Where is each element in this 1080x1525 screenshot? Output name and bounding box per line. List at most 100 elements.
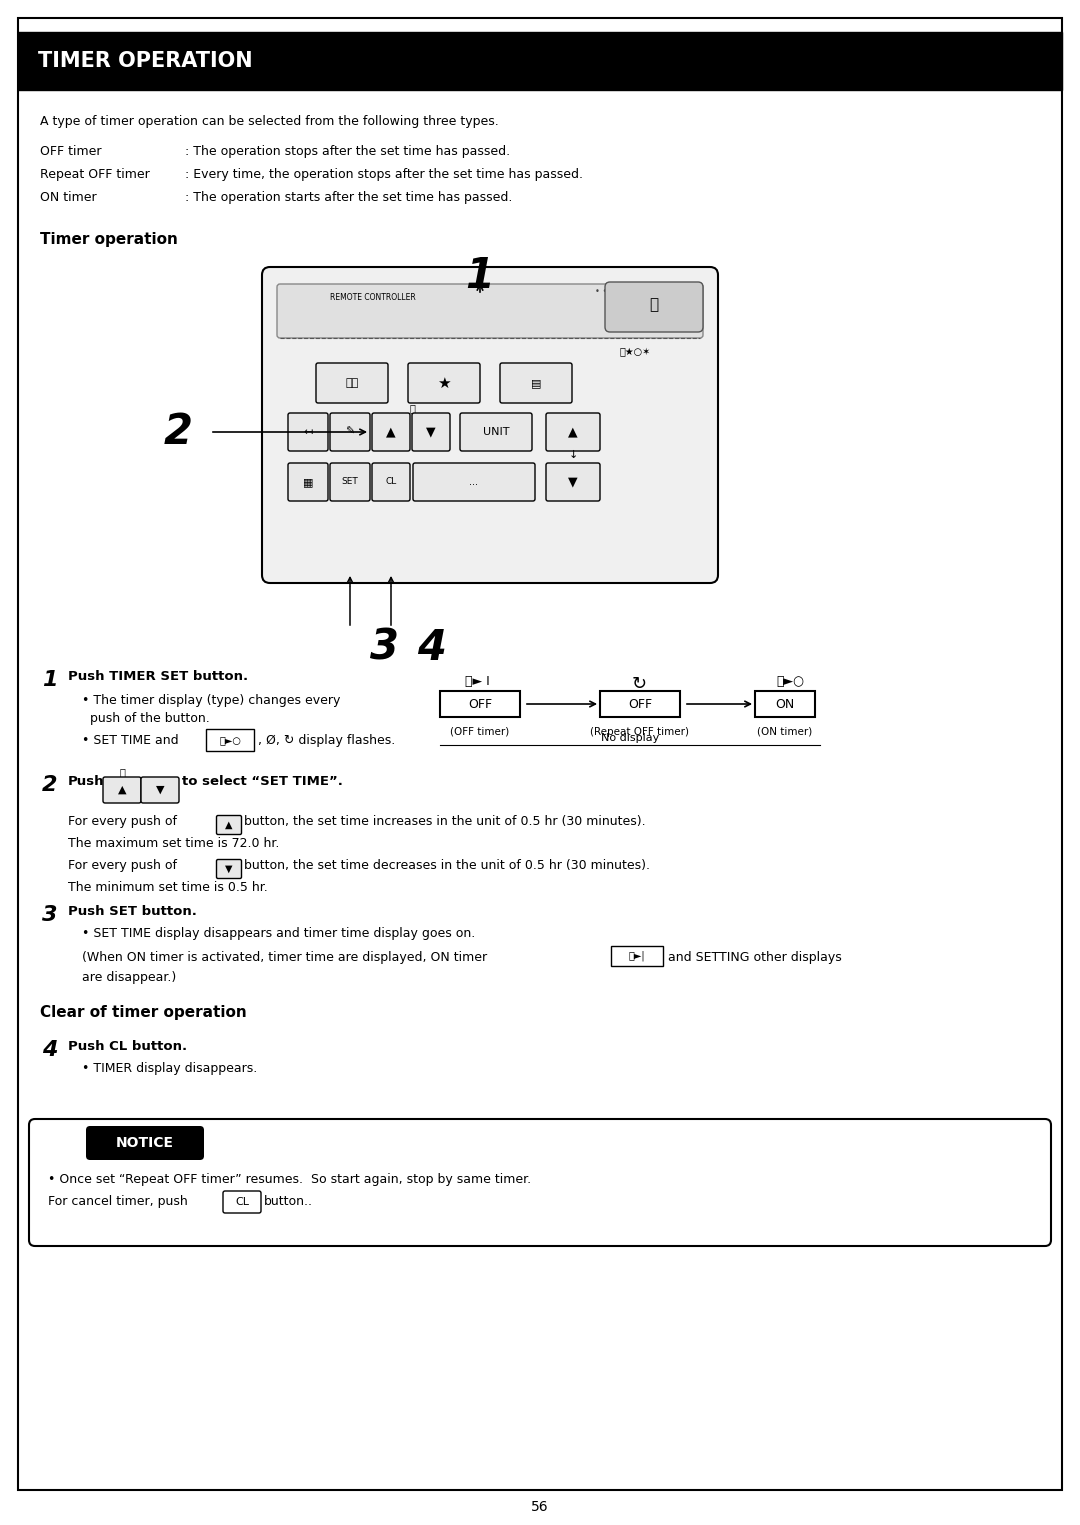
Bar: [600, 691, 680, 717]
Text: ▼: ▼: [226, 865, 233, 874]
FancyBboxPatch shape: [408, 363, 480, 403]
FancyBboxPatch shape: [262, 267, 718, 583]
Text: ON timer: ON timer: [40, 191, 96, 204]
Text: ▼: ▼: [427, 425, 436, 439]
Text: Timer operation: Timer operation: [40, 232, 178, 247]
FancyBboxPatch shape: [288, 464, 328, 502]
Text: The minimum set time is 0.5 hr.: The minimum set time is 0.5 hr.: [68, 881, 268, 894]
Text: 3: 3: [42, 904, 57, 926]
Text: (Repeat OFF timer): (Repeat OFF timer): [591, 727, 689, 737]
Text: and SETTING other displays: and SETTING other displays: [669, 952, 841, 964]
Bar: [755, 691, 815, 717]
Text: ✎: ✎: [346, 427, 354, 438]
Text: ⏰: ⏰: [119, 767, 125, 778]
Text: Push CL button.: Push CL button.: [68, 1040, 187, 1052]
Text: For cancel timer, push: For cancel timer, push: [48, 1196, 188, 1208]
Text: ↓: ↓: [568, 450, 578, 461]
Text: A type of timer operation can be selected from the following three types.: A type of timer operation can be selecte…: [40, 114, 499, 128]
Text: ⏲►○: ⏲►○: [219, 735, 241, 746]
Text: UNIT: UNIT: [483, 427, 510, 438]
Text: ⏲⏻: ⏲⏻: [346, 378, 359, 387]
Text: For every push of: For every push of: [68, 814, 177, 828]
Text: • TIMER display disappears.: • TIMER display disappears.: [82, 1061, 257, 1075]
Text: OFF: OFF: [627, 697, 652, 711]
Text: (When ON timer is activated, timer time are displayed, ON timer: (When ON timer is activated, timer time …: [82, 952, 487, 964]
Text: ▲: ▲: [568, 425, 578, 439]
Text: ▼: ▼: [568, 476, 578, 488]
Text: to select “SET TIME”.: to select “SET TIME”.: [183, 775, 342, 788]
Text: ▲: ▲: [387, 425, 395, 439]
FancyBboxPatch shape: [460, 413, 532, 451]
Text: • Once set “Repeat OFF timer” resumes.  So start again, stop by same timer.: • Once set “Repeat OFF timer” resumes. S…: [48, 1173, 531, 1186]
Text: OFF timer: OFF timer: [40, 145, 102, 159]
Text: ON: ON: [775, 697, 795, 711]
Text: button, the set time increases in the unit of 0.5 hr (30 minutes).: button, the set time increases in the un…: [244, 814, 646, 828]
Text: 2: 2: [42, 775, 57, 795]
Text: ★: ★: [437, 375, 450, 390]
Bar: [18, 32, 1062, 90]
Text: CL: CL: [235, 1197, 249, 1206]
Text: ⏲► I: ⏲► I: [464, 676, 489, 688]
Text: are disappear.): are disappear.): [82, 971, 176, 984]
Text: ▲: ▲: [118, 785, 126, 795]
Text: button, the set time decreases in the unit of 0.5 hr (30 minutes).: button, the set time decreases in the un…: [244, 859, 650, 872]
Text: ▤: ▤: [530, 378, 541, 387]
Text: OFF: OFF: [468, 697, 492, 711]
FancyBboxPatch shape: [330, 413, 370, 451]
Text: 4: 4: [418, 627, 446, 669]
FancyBboxPatch shape: [222, 1191, 261, 1212]
FancyBboxPatch shape: [500, 363, 572, 403]
Text: button..: button..: [264, 1196, 313, 1208]
FancyBboxPatch shape: [29, 1119, 1051, 1246]
FancyBboxPatch shape: [330, 464, 370, 502]
FancyBboxPatch shape: [276, 284, 703, 339]
Text: SET: SET: [341, 477, 359, 486]
FancyBboxPatch shape: [605, 282, 703, 332]
Text: ⏰: ⏰: [409, 403, 415, 413]
Text: : The operation stops after the set time has passed.: : The operation stops after the set time…: [185, 145, 510, 159]
Text: ⏲►○: ⏲►○: [777, 676, 804, 688]
Text: Push: Push: [68, 775, 105, 788]
Text: The maximum set time is 72.0 hr.: The maximum set time is 72.0 hr.: [68, 837, 280, 849]
Text: 2: 2: [163, 412, 192, 453]
Text: : The operation starts after the set time has passed.: : The operation starts after the set tim…: [185, 191, 512, 204]
Bar: [440, 691, 519, 717]
FancyBboxPatch shape: [316, 363, 388, 403]
Text: REMOTE CONTROLLER: REMOTE CONTROLLER: [330, 293, 416, 302]
Text: 3: 3: [370, 627, 400, 669]
Text: CL: CL: [386, 477, 396, 486]
FancyBboxPatch shape: [103, 778, 141, 804]
Text: , Ø, ↻ display flashes.: , Ø, ↻ display flashes.: [258, 734, 395, 747]
FancyBboxPatch shape: [372, 464, 410, 502]
FancyBboxPatch shape: [611, 946, 663, 965]
FancyBboxPatch shape: [546, 413, 600, 451]
Text: Clear of timer operation: Clear of timer operation: [40, 1005, 246, 1020]
Text: For every push of: For every push of: [68, 859, 177, 872]
Text: ▼: ▼: [156, 785, 164, 795]
Text: ↤: ↤: [303, 427, 313, 438]
Text: • SET TIME and: • SET TIME and: [82, 734, 178, 747]
Text: push of the button.: push of the button.: [82, 712, 210, 724]
Text: Repeat OFF timer: Repeat OFF timer: [40, 168, 150, 181]
Text: 1: 1: [465, 255, 495, 297]
Text: • The timer display (type) changes every: • The timer display (type) changes every: [82, 694, 340, 708]
Text: ⏻: ⏻: [649, 297, 659, 313]
Text: 1: 1: [42, 669, 57, 689]
Text: Push TIMER SET button.: Push TIMER SET button.: [68, 669, 248, 683]
FancyBboxPatch shape: [372, 413, 410, 451]
Text: TIMER OPERATION: TIMER OPERATION: [38, 50, 253, 72]
Text: Ⓐ★○✶: Ⓐ★○✶: [620, 348, 651, 357]
FancyBboxPatch shape: [546, 464, 600, 502]
Text: ▦: ▦: [302, 477, 313, 486]
Text: ...: ...: [470, 477, 478, 486]
Text: (ON timer): (ON timer): [757, 727, 812, 737]
Text: ⏲►|: ⏲►|: [629, 950, 646, 961]
FancyBboxPatch shape: [141, 778, 179, 804]
FancyBboxPatch shape: [413, 464, 535, 502]
Text: 56: 56: [531, 1501, 549, 1514]
Text: : Every time, the operation stops after the set time has passed.: : Every time, the operation stops after …: [185, 168, 583, 181]
Text: NOTICE: NOTICE: [116, 1136, 174, 1150]
FancyBboxPatch shape: [206, 729, 254, 750]
FancyBboxPatch shape: [411, 413, 450, 451]
Text: ↻: ↻: [632, 676, 647, 692]
